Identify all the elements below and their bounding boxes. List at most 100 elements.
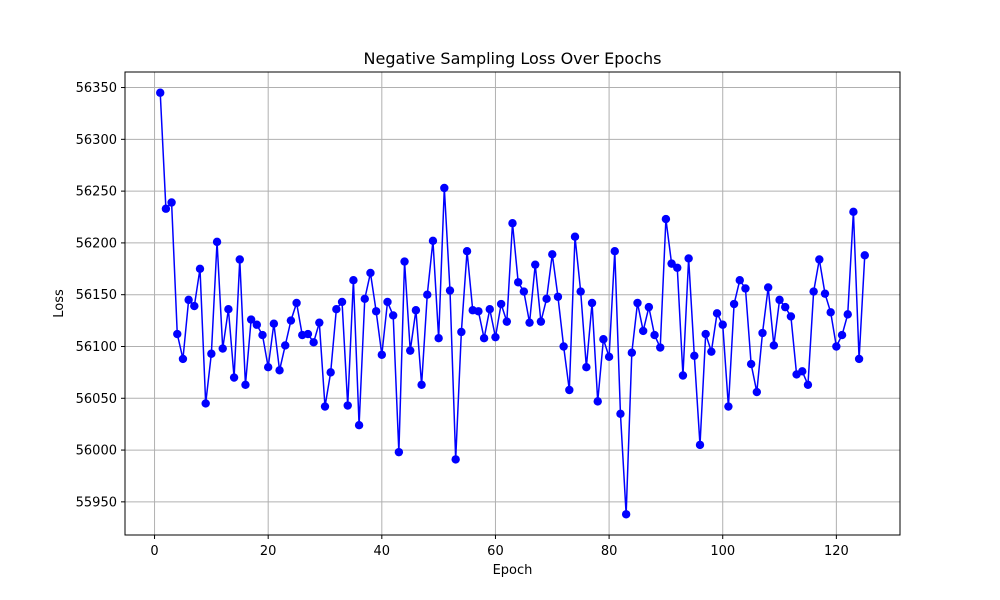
data-point bbox=[536, 317, 546, 326]
data-point bbox=[252, 320, 262, 329]
data-point bbox=[275, 366, 284, 375]
data-point bbox=[434, 334, 443, 343]
data-point bbox=[388, 311, 398, 320]
data-point bbox=[360, 294, 369, 304]
y-tick-label: 56050 bbox=[76, 392, 117, 407]
data-point bbox=[496, 299, 506, 309]
y-tick-label: 56300 bbox=[76, 133, 117, 148]
data-point bbox=[610, 246, 619, 256]
data-point bbox=[173, 329, 182, 339]
data-point bbox=[246, 315, 256, 324]
data-point bbox=[212, 237, 222, 247]
data-point bbox=[621, 510, 631, 519]
data-point bbox=[548, 250, 557, 259]
y-tick-label: 56200 bbox=[76, 236, 117, 251]
y-tick-label: 56100 bbox=[76, 340, 117, 355]
data-point bbox=[587, 298, 597, 308]
data-point bbox=[758, 328, 767, 338]
data-point bbox=[462, 246, 472, 256]
data-point bbox=[400, 257, 409, 266]
data-point bbox=[837, 330, 847, 340]
data-point bbox=[786, 312, 796, 321]
data-point bbox=[559, 342, 568, 351]
x-tick-label: 0 bbox=[150, 544, 158, 559]
data-point bbox=[229, 373, 239, 382]
data-point bbox=[820, 289, 830, 298]
y-tick-label: 55950 bbox=[76, 495, 117, 510]
data-point bbox=[724, 402, 733, 411]
data-point bbox=[394, 447, 404, 457]
data-point bbox=[849, 207, 858, 217]
data-point bbox=[406, 346, 415, 355]
x-axis-label: Epoch bbox=[493, 563, 533, 578]
data-point bbox=[513, 278, 523, 287]
data-point bbox=[542, 294, 551, 304]
data-point bbox=[803, 380, 813, 390]
data-point bbox=[258, 330, 267, 340]
data-point bbox=[576, 287, 585, 296]
data-point bbox=[707, 347, 716, 356]
data-point bbox=[423, 290, 432, 299]
data-point bbox=[781, 302, 790, 312]
data-point bbox=[729, 299, 739, 309]
data-point bbox=[508, 219, 517, 228]
y-tick-label: 56150 bbox=[76, 288, 117, 303]
data-point bbox=[167, 198, 176, 207]
data-point bbox=[457, 327, 466, 337]
data-point bbox=[633, 298, 642, 308]
x-tick-label: 80 bbox=[601, 544, 618, 559]
data-point bbox=[616, 409, 625, 419]
data-point bbox=[195, 264, 205, 273]
data-point bbox=[832, 342, 841, 351]
data-point bbox=[809, 287, 818, 296]
data-point bbox=[241, 380, 250, 390]
data-point bbox=[326, 368, 335, 377]
data-point bbox=[695, 440, 705, 450]
loss-series-markers bbox=[156, 88, 869, 519]
data-point bbox=[207, 349, 216, 358]
x-axis: 0 20 40 60 80 100 120 bbox=[150, 535, 849, 559]
data-point bbox=[383, 297, 392, 307]
data-point bbox=[474, 307, 483, 316]
plot-frame bbox=[124, 71, 901, 536]
data-point bbox=[269, 319, 279, 328]
data-point bbox=[684, 254, 693, 263]
data-point bbox=[417, 380, 426, 390]
data-point bbox=[644, 302, 654, 312]
data-point bbox=[292, 298, 301, 308]
data-point bbox=[451, 455, 460, 464]
y-tick-label: 56250 bbox=[76, 185, 117, 200]
data-point bbox=[565, 385, 574, 395]
data-point bbox=[775, 295, 784, 305]
loss-series-line bbox=[159, 92, 866, 515]
data-point bbox=[843, 310, 852, 319]
data-point bbox=[678, 371, 688, 380]
data-point bbox=[440, 183, 449, 193]
data-point bbox=[627, 348, 637, 357]
data-point bbox=[582, 363, 591, 372]
data-point bbox=[201, 399, 210, 408]
data-point bbox=[320, 402, 330, 411]
data-point bbox=[860, 251, 869, 260]
data-point bbox=[309, 338, 318, 347]
data-point bbox=[485, 305, 494, 314]
data-point bbox=[656, 343, 665, 352]
data-point bbox=[519, 287, 529, 296]
chart-title: Negative Sampling Loss Over Epochs bbox=[364, 49, 662, 68]
data-point bbox=[599, 335, 608, 344]
data-point bbox=[349, 275, 358, 285]
data-point bbox=[156, 88, 165, 97]
data-point bbox=[218, 344, 227, 353]
data-point bbox=[690, 351, 699, 361]
data-point bbox=[531, 260, 540, 269]
y-tick-label: 56350 bbox=[76, 81, 117, 96]
data-point bbox=[746, 359, 756, 369]
x-tick-label: 100 bbox=[710, 544, 735, 559]
data-point bbox=[741, 284, 750, 293]
data-point bbox=[752, 387, 762, 397]
data-point bbox=[161, 204, 171, 213]
data-point bbox=[735, 275, 744, 285]
data-point bbox=[479, 334, 489, 343]
data-point bbox=[661, 214, 671, 224]
